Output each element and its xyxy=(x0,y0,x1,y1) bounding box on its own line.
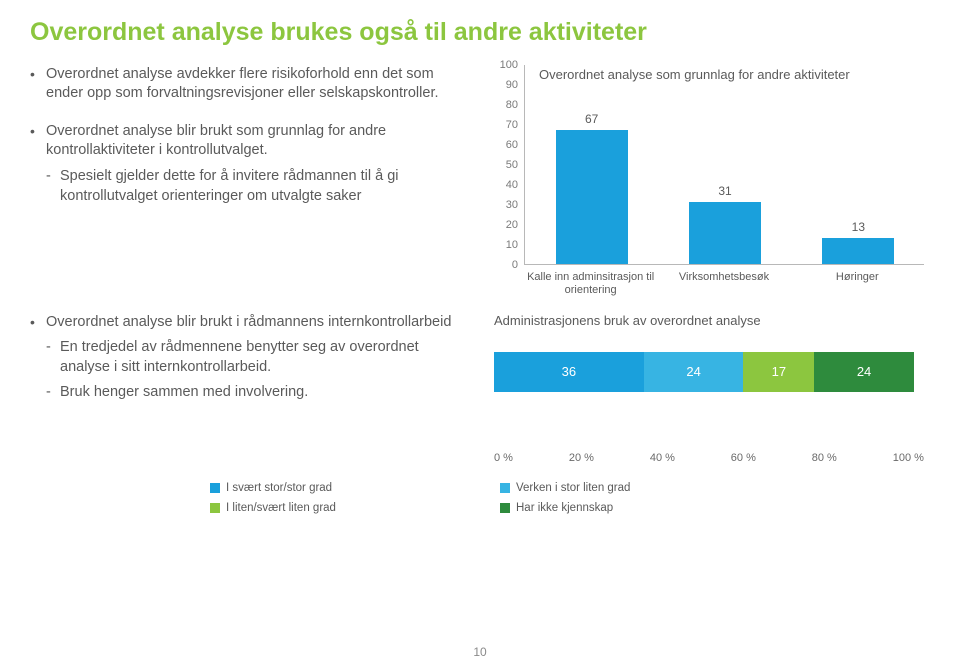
x-axis-label: Høringer xyxy=(791,271,923,284)
stacked-chart: Administrasjonens bruk av overordnet ana… xyxy=(484,313,944,464)
stacked-segment: 24 xyxy=(644,352,744,392)
stacked-chart-title: Administrasjonens bruk av overordnet ana… xyxy=(494,313,944,328)
legend-label: I liten/svært liten grad xyxy=(226,502,336,514)
legend-swatch xyxy=(500,483,510,493)
sub-bullet-text: Spesielt gjelder dette for å invitere rå… xyxy=(60,167,460,206)
bullet-text: Overordnet analyse blir brukt som grunnl… xyxy=(46,122,460,161)
dash-icon: - xyxy=(46,383,60,403)
x-tick: 80 % xyxy=(812,452,837,464)
legend-item: Verken i stor liten grad xyxy=(500,482,770,494)
legend-label: I svært stor/stor grad xyxy=(226,482,332,494)
y-tick: 50 xyxy=(484,159,518,171)
bar-chart-plot: 67 31 13 xyxy=(524,65,924,265)
y-tick: 40 xyxy=(484,179,518,191)
left-column-bottom: •Overordnet analyse blir brukt i rådmann… xyxy=(30,313,460,464)
stacked-segment: 24 xyxy=(814,352,914,392)
page-number: 10 xyxy=(473,645,486,659)
bar-value-label: 67 xyxy=(556,112,628,126)
y-tick: 30 xyxy=(484,199,518,211)
y-tick: 10 xyxy=(484,239,518,251)
y-tick: 70 xyxy=(484,119,518,131)
legend-label: Verken i stor liten grad xyxy=(516,482,630,494)
x-tick: 20 % xyxy=(569,452,594,464)
y-tick: 20 xyxy=(484,219,518,231)
stacked-bar: 36241724 xyxy=(494,352,914,392)
bullet-dot: • xyxy=(30,65,46,104)
stacked-segment: 36 xyxy=(494,352,644,392)
y-tick: 0 xyxy=(484,259,518,271)
sub-bullet-text: En tredjedel av rådmennene benytter seg … xyxy=(60,338,460,377)
bullet-dot: • xyxy=(30,313,46,333)
legend-item: Har ikke kjennskap xyxy=(500,502,770,514)
bullet-text: Overordnet analyse avdekker flere risiko… xyxy=(46,65,460,104)
right-column-bottom: Administrasjonens bruk av overordnet ana… xyxy=(484,313,944,464)
bar-value-label: 31 xyxy=(689,184,761,198)
right-column-top: Overordnet analyse som grunnlag for andr… xyxy=(484,65,944,305)
bar-chart: Overordnet analyse som grunnlag for andr… xyxy=(484,65,944,305)
stacked-segment: 17 xyxy=(743,352,814,392)
y-tick: 80 xyxy=(484,99,518,111)
x-tick: 0 % xyxy=(494,452,513,464)
legend-label: Har ikke kjennskap xyxy=(516,502,613,514)
sub-bullet-text: Bruk henger sammen med involvering. xyxy=(60,383,308,403)
row-top: •Overordnet analyse avdekker flere risik… xyxy=(30,65,930,305)
bullet-text: Overordnet analyse blir brukt i rådmanne… xyxy=(46,313,451,333)
y-tick: 60 xyxy=(484,139,518,151)
bar: 31 xyxy=(689,202,761,264)
bar: 67 xyxy=(556,130,628,264)
x-tick: 40 % xyxy=(650,452,675,464)
x-axis-label: Kalle inn adminsitrasjon til orientering xyxy=(525,271,657,297)
dash-icon: - xyxy=(46,338,60,377)
stacked-x-axis: 0 % 20 % 40 % 60 % 80 % 100 % xyxy=(494,452,924,464)
slide-title: Overordnet analyse brukes også til andre… xyxy=(30,18,930,47)
bullet-block: •Overordnet analyse blir brukt i rådmann… xyxy=(30,313,460,403)
left-column-top: •Overordnet analyse avdekker flere risik… xyxy=(30,65,460,305)
bullet-block: •Overordnet analyse blir brukt som grunn… xyxy=(30,122,460,206)
y-tick: 100 xyxy=(484,59,518,71)
bullet-block: •Overordnet analyse avdekker flere risik… xyxy=(30,65,460,104)
slide: Overordnet analyse brukes også til andre… xyxy=(0,0,960,514)
legend-swatch xyxy=(500,503,510,513)
x-tick: 60 % xyxy=(731,452,756,464)
bar-value-label: 13 xyxy=(822,220,894,234)
x-tick: 100 % xyxy=(893,452,924,464)
x-axis-label: Virksomhetsbesøk xyxy=(658,271,790,284)
legend-swatch xyxy=(210,483,220,493)
y-tick: 90 xyxy=(484,79,518,91)
bar: 13 xyxy=(822,238,894,264)
legend-item: I svært stor/stor grad xyxy=(210,482,480,494)
legend: I svært stor/stor grad Verken i stor lite… xyxy=(210,482,770,514)
legend-item: I liten/svært liten grad xyxy=(210,502,480,514)
dash-icon: - xyxy=(46,167,60,206)
legend-swatch xyxy=(210,503,220,513)
bullet-dot: • xyxy=(30,122,46,161)
row-bottom: •Overordnet analyse blir brukt i rådmann… xyxy=(30,313,930,464)
